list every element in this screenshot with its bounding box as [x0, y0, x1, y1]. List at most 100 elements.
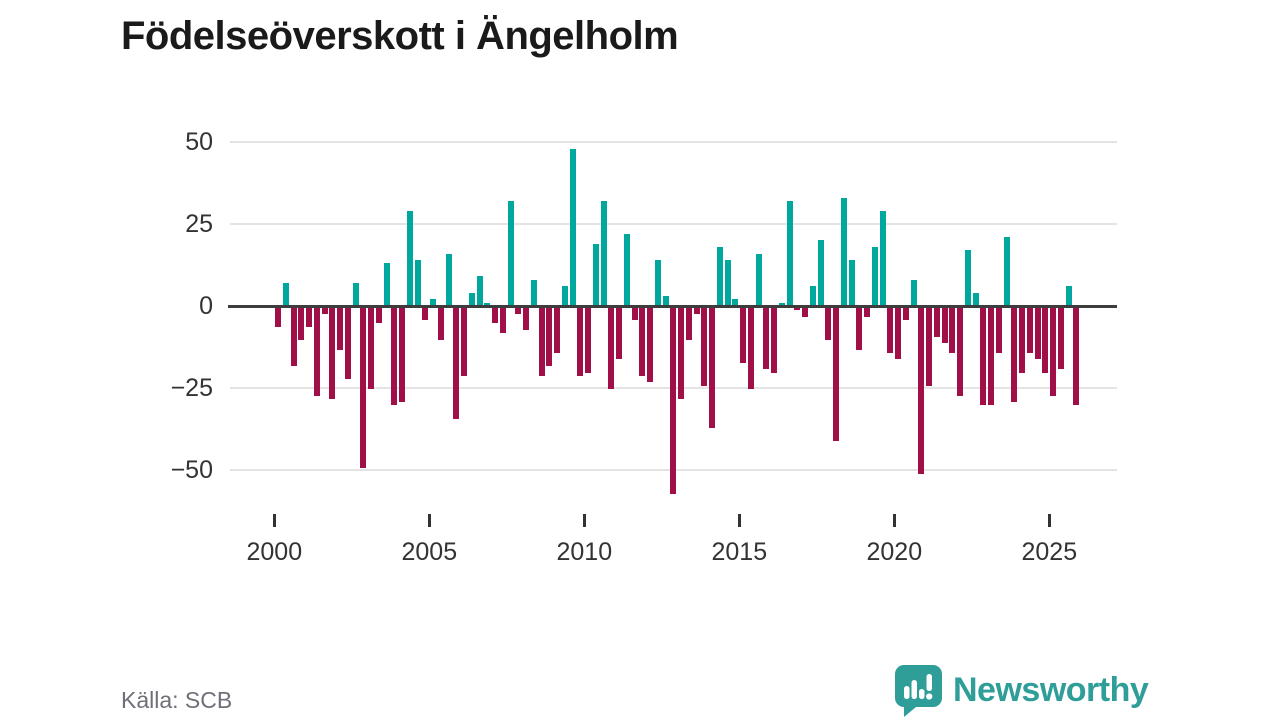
- bar-2011-q1: [616, 307, 623, 360]
- y-axis-tick-label: −50: [170, 456, 213, 484]
- bar-2017-q1: [802, 307, 809, 317]
- bar-2003-q1: [368, 307, 375, 389]
- bar-2022-q1: [957, 307, 964, 396]
- bar-2013-q3: [693, 307, 700, 314]
- bar-2014-q4: [732, 299, 739, 306]
- bar-2007-q4: [515, 307, 522, 314]
- bar-2020-q3: [910, 279, 917, 306]
- newsworthy-logo: Newsworthy: [895, 664, 1149, 720]
- gridline: [230, 223, 1117, 225]
- y-axis-tick-label: 25: [185, 210, 213, 238]
- bar-2001-q2: [313, 307, 320, 396]
- bar-2021-q2: [933, 307, 940, 337]
- bar-2004-q1: [399, 307, 406, 403]
- bar-2018-q2: [840, 197, 847, 306]
- bar-2009-q3: [569, 148, 576, 306]
- y-axis-tick-label: 0: [199, 292, 213, 320]
- bar-2010-q3: [600, 201, 607, 306]
- bar-2021-q1: [926, 307, 933, 386]
- bar-2006-q3: [476, 276, 483, 306]
- y-axis-tick-label: −25: [170, 374, 213, 402]
- bar-2018-q1: [833, 307, 840, 442]
- x-axis-tick: [1047, 514, 1051, 527]
- bar-2017-q3: [817, 240, 824, 306]
- bar-2024-q3: [1034, 307, 1041, 360]
- bar-2024-q4: [1042, 307, 1049, 373]
- bar-2025-q1: [1050, 307, 1057, 396]
- bar-2000-q1: [275, 307, 282, 327]
- bar-2004-q4: [422, 307, 429, 321]
- bar-2019-q3: [879, 210, 886, 306]
- bar-2013-q2: [685, 307, 692, 340]
- bar-2008-q4: [546, 307, 553, 367]
- bar-2003-q2: [375, 307, 382, 324]
- logo-wordmark: Newsworthy: [953, 671, 1149, 709]
- bar-2008-q3: [538, 307, 545, 376]
- bar-2012-q3: [662, 296, 669, 306]
- x-axis-tick-label: 2000: [246, 538, 303, 566]
- zero-axis-line: [228, 305, 1117, 308]
- bar-2006-q1: [461, 307, 468, 376]
- bar-2012-q1: [647, 307, 654, 383]
- bar-2023-q1: [988, 307, 995, 406]
- bar-2016-q3: [786, 201, 793, 306]
- bar-2002-q3: [352, 283, 359, 306]
- y-axis-tick-label: 50: [185, 128, 213, 156]
- bar-2020-q1: [895, 307, 902, 360]
- bar-2011-q3: [631, 307, 638, 321]
- bar-2001-q1: [306, 307, 313, 327]
- bar-2003-q3: [383, 263, 390, 306]
- bar-2012-q2: [654, 260, 661, 306]
- bar-2007-q3: [507, 201, 514, 306]
- bar-2002-q2: [344, 307, 351, 380]
- bar-2013-q4: [701, 307, 708, 386]
- x-axis-tick-label: 2020: [866, 538, 923, 566]
- bar-2008-q2: [530, 279, 537, 306]
- bar-2010-q1: [585, 307, 592, 373]
- x-axis-tick-label: 2005: [401, 538, 458, 566]
- bar-2016-q1: [771, 307, 778, 373]
- bar-2007-q1: [492, 307, 499, 324]
- bar-2008-q1: [523, 307, 530, 330]
- bar-2004-q3: [414, 260, 421, 306]
- bar-2015-q1: [740, 307, 747, 363]
- speech-bubble-bar-chart-icon: [895, 664, 943, 720]
- bar-2025-q4: [1073, 307, 1080, 406]
- bar-2018-q4: [856, 307, 863, 350]
- bar-2023-q3: [1003, 237, 1010, 306]
- bar-2007-q2: [499, 307, 506, 334]
- x-axis-tick: [427, 514, 431, 527]
- bar-2016-q4: [794, 307, 801, 311]
- bar-2000-q3: [290, 307, 297, 367]
- bar-2005-q2: [437, 307, 444, 340]
- bar-2014-q3: [724, 260, 731, 306]
- bar-2018-q3: [848, 260, 855, 306]
- bar-2015-q4: [763, 307, 770, 370]
- bar-2006-q4: [484, 302, 491, 306]
- bar-2021-q4: [949, 307, 956, 353]
- bar-2019-q4: [887, 307, 894, 353]
- bar-2003-q4: [391, 307, 398, 406]
- bar-2019-q2: [871, 246, 878, 306]
- bar-2005-q4: [453, 307, 460, 419]
- x-axis-tick-label: 2015: [711, 538, 768, 566]
- bar-2016-q2: [778, 302, 785, 306]
- bar-2013-q1: [678, 307, 685, 399]
- bar-2009-q1: [554, 307, 561, 353]
- bar-2024-q2: [1026, 307, 1033, 353]
- bar-2023-q2: [995, 307, 1002, 353]
- bar-2014-q2: [716, 246, 723, 306]
- bar-2017-q4: [825, 307, 832, 340]
- bar-2010-q4: [608, 307, 615, 389]
- bar-2019-q1: [864, 307, 871, 317]
- bar-2022-q3: [972, 292, 979, 306]
- bar-2014-q1: [709, 307, 716, 429]
- bar-2006-q2: [468, 292, 475, 306]
- x-axis-tick: [892, 514, 896, 527]
- bar-2011-q2: [623, 233, 630, 306]
- bar-2011-q4: [639, 307, 646, 376]
- bar-2021-q3: [941, 307, 948, 344]
- bar-2020-q2: [902, 307, 909, 321]
